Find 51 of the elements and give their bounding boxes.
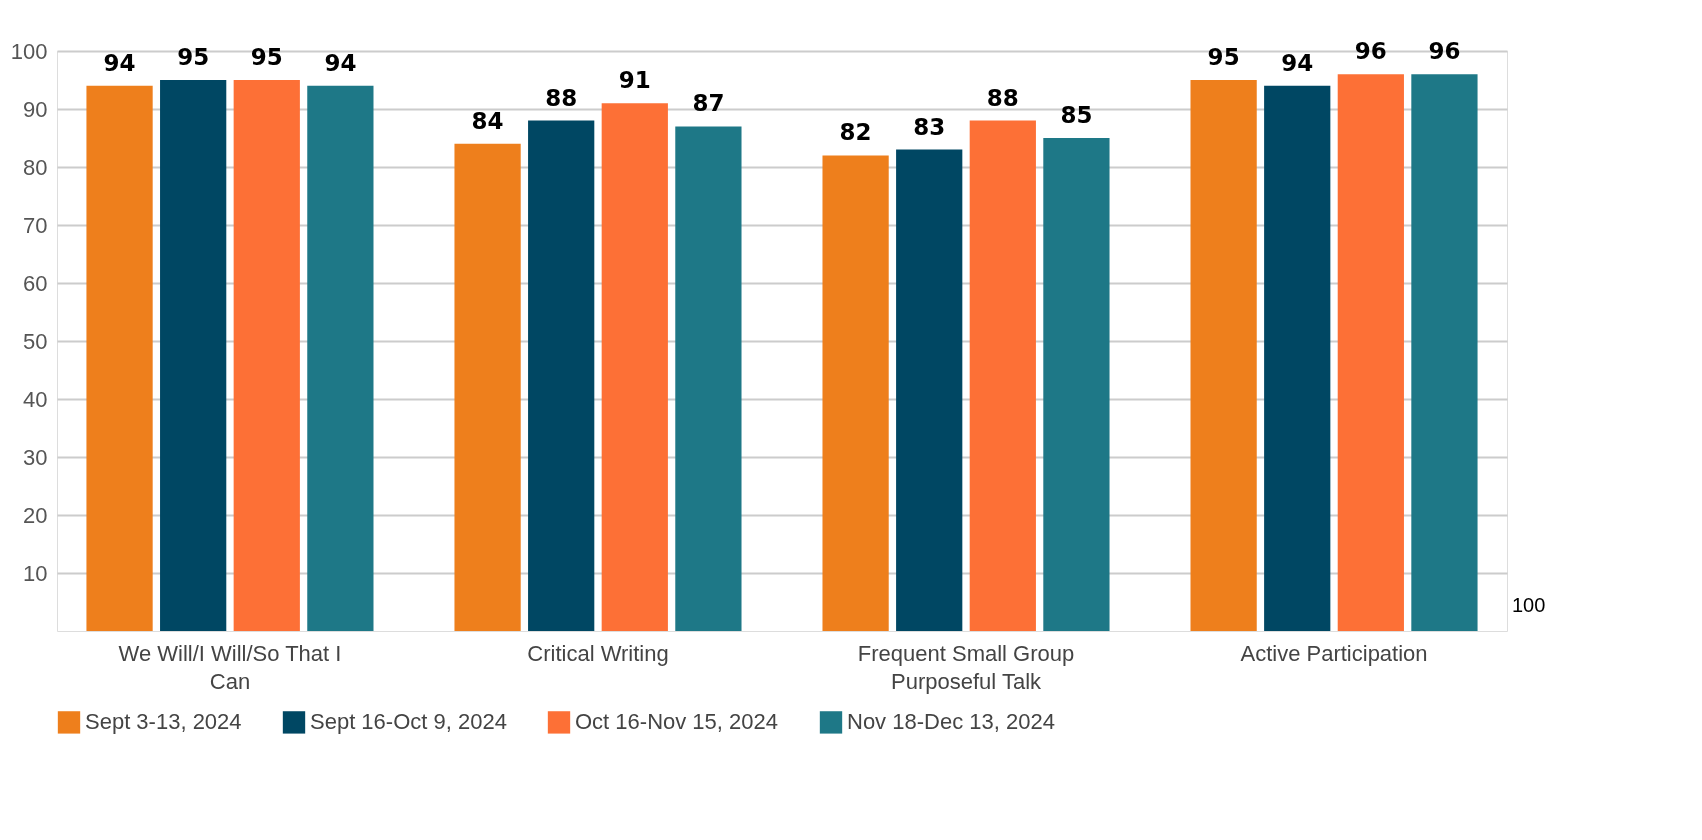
bar	[454, 143, 521, 631]
bar	[1190, 80, 1257, 631]
bar	[601, 103, 668, 631]
data-label: 88	[545, 84, 578, 111]
data-label: 95	[177, 44, 210, 70]
data-label: 96	[1428, 38, 1461, 65]
bar	[233, 80, 300, 631]
bar	[969, 120, 1036, 631]
bar	[1043, 138, 1110, 631]
data-label: 96	[1354, 38, 1387, 65]
data-label: 94	[324, 49, 357, 76]
y-tick-label: 80	[23, 154, 48, 180]
y-tick-label: 60	[23, 270, 48, 296]
legend-label: Sept 16-Oct 9, 2024	[310, 709, 507, 735]
data-label: 87	[692, 90, 725, 117]
bar	[1264, 85, 1331, 631]
legend-label: Sept 3-13, 2024	[85, 709, 242, 735]
x-tick-label: Critical Writing	[527, 640, 669, 666]
y-tick-label: 10	[23, 560, 48, 586]
bar	[528, 120, 595, 631]
bar	[675, 126, 742, 631]
y-tick-label: 70	[23, 212, 48, 238]
data-label: 95	[250, 44, 283, 70]
data-label: 83	[913, 113, 946, 140]
legend-label: Nov 18-Dec 13, 2024	[847, 709, 1055, 735]
y-tick-label: 90	[23, 96, 48, 122]
legend-label: Oct 16-Nov 15, 2024	[575, 709, 779, 735]
data-label: 88	[986, 84, 1019, 111]
data-label: 84	[471, 107, 504, 134]
y-tick-label: 30	[23, 444, 48, 470]
y-tick-label: 20	[23, 502, 48, 528]
data-label: 94	[1281, 49, 1314, 76]
bar	[896, 149, 963, 631]
x-tick-label: Active Participation	[1240, 640, 1428, 666]
bar	[1337, 74, 1404, 631]
bar	[1411, 74, 1478, 631]
bar	[307, 85, 374, 631]
x-tick-label: Frequent Small Group Purposeful Talk	[857, 640, 1075, 694]
bar	[86, 85, 153, 631]
x-tick-label: We Will/I Will/So That I Can	[118, 640, 342, 694]
bar	[822, 155, 889, 631]
text: 100	[1512, 594, 1546, 616]
y-tick-label: 40	[23, 386, 48, 412]
data-label: 91	[618, 67, 651, 94]
y-tick-label: 50	[23, 328, 48, 354]
y-tick-label: 100	[10, 38, 48, 64]
data-label: 94	[103, 49, 136, 76]
data-label: 85	[1060, 102, 1093, 128]
bar	[160, 80, 227, 631]
data-label: 82	[839, 119, 872, 146]
data-label: 95	[1207, 44, 1240, 70]
